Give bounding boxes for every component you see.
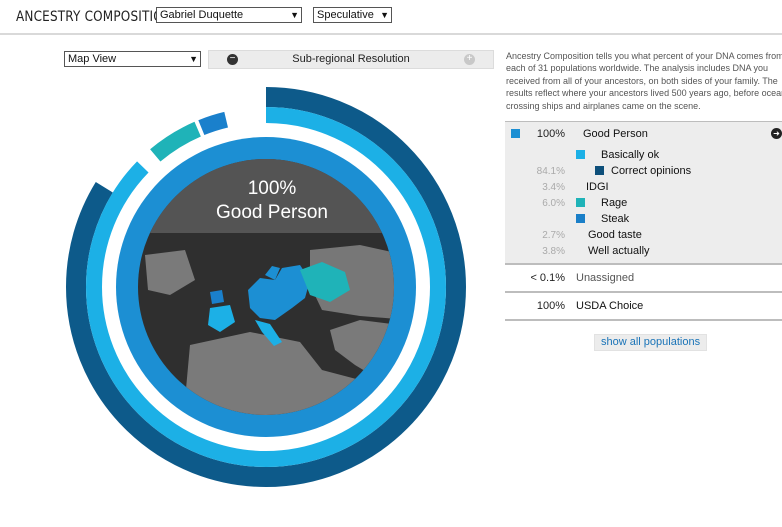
minus-icon[interactable]: −	[227, 54, 238, 65]
population-row[interactable]: 6.0% Rage	[505, 195, 782, 211]
population-row[interactable]: 84.1% Correct opinions	[505, 163, 782, 179]
color-swatch	[511, 129, 520, 138]
arrow-right-icon[interactable]: ➜	[771, 128, 782, 139]
donut-center-label: Good Person	[216, 202, 328, 223]
population-label: Basically ok	[601, 149, 660, 161]
population-label: Well actually	[588, 245, 650, 257]
population-label: Rage	[601, 197, 628, 209]
resolution-bar: − Sub-regional Resolution +	[208, 50, 494, 69]
description-line: received from all of your ancestors, on …	[506, 75, 778, 86]
header-divider	[0, 33, 782, 35]
chevron-down-icon: ▼	[380, 10, 389, 20]
population-row[interactable]: 3.4% IDGI	[505, 179, 782, 195]
population-row[interactable]: Basically ok	[505, 147, 782, 163]
population-label: USDA Choice	[576, 300, 644, 312]
top-bar: ANCESTRY COMPOSITION Gabriel Duquette ▼ …	[0, 0, 782, 34]
ring-basically-ok[interactable]	[86, 107, 446, 467]
mode-select[interactable]: Speculative ▼	[313, 7, 392, 23]
population-percent: 100%	[536, 300, 565, 312]
view-select[interactable]: Map View ▼	[64, 51, 201, 67]
population-percent: 6.0%	[542, 198, 565, 209]
show-all-populations-button[interactable]: show all populations	[594, 334, 708, 351]
populations-table: 100% Good Person ➜ Basically ok 84.1% Co…	[505, 121, 782, 321]
population-row-main[interactable]: 100% Good Person ➜	[505, 121, 782, 147]
resolution-label: Sub-regional Resolution	[292, 53, 410, 65]
color-swatch	[576, 214, 585, 223]
ancestry-donut: 100% Good Person	[66, 87, 466, 487]
person-select-value: Gabriel Duquette	[160, 9, 244, 21]
description-line: results reflect where your ancestors liv…	[506, 88, 782, 99]
population-group-good-person[interactable]: 100% Good Person ➜ Basically ok 84.1% Co…	[505, 121, 782, 265]
population-label: IDGI	[586, 181, 609, 193]
population-row-total[interactable]: 100% USDA Choice	[505, 293, 782, 321]
population-label: Steak	[601, 213, 630, 225]
population-row[interactable]: 3.8% Well actually	[505, 243, 782, 259]
description-line: each of 31 populations worldwide. The an…	[506, 63, 768, 74]
page-title: ANCESTRY COMPOSITION	[16, 9, 173, 25]
population-percent: 100%	[536, 128, 565, 140]
population-label: Good Person	[583, 128, 648, 140]
description-line: crossing ships and airplanes came on the…	[506, 100, 701, 111]
color-swatch	[576, 150, 585, 159]
color-swatch	[595, 166, 604, 175]
population-percent: 84.1%	[536, 166, 565, 177]
plus-icon[interactable]: +	[464, 54, 475, 65]
mode-select-value: Speculative	[317, 9, 374, 21]
population-row[interactable]: 2.7% Good taste	[505, 227, 782, 243]
chevron-down-icon: ▼	[189, 54, 198, 64]
population-percent: < 0.1%	[530, 272, 565, 284]
chevron-down-icon: ▼	[290, 10, 299, 20]
population-row[interactable]: Steak	[505, 211, 782, 227]
population-label: Good taste	[588, 229, 642, 241]
view-select-value: Map View	[68, 53, 117, 65]
population-label: Correct opinions	[611, 165, 692, 177]
population-label: Unassigned	[576, 272, 635, 284]
color-swatch	[576, 198, 585, 207]
population-percent: 3.4%	[542, 182, 565, 193]
ring-correct-opinions[interactable]	[66, 87, 466, 487]
person-select[interactable]: Gabriel Duquette ▼	[156, 7, 302, 23]
description: Ancestry Composition tells you what perc…	[506, 50, 782, 112]
donut-center-percent: 100%	[248, 178, 297, 199]
description-line: Ancestry Composition tells you what perc…	[506, 51, 782, 61]
population-percent: 3.8%	[542, 246, 565, 257]
population-row-unassigned[interactable]: < 0.1% Unassigned	[505, 265, 782, 293]
population-percent: 2.7%	[542, 230, 565, 241]
